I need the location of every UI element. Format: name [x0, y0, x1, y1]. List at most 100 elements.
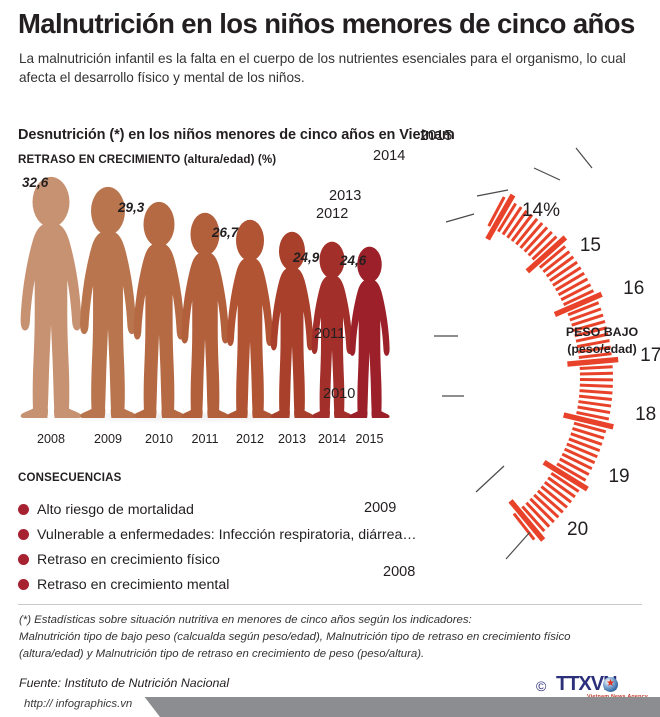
gauge-leader-line-2008: [505, 531, 531, 560]
gauge-minor-tick: [577, 405, 611, 415]
gauge-minor-tick: [569, 307, 602, 322]
year-label-2015: 2015: [355, 432, 384, 446]
ttxvn-logo-text: TTXVN: [556, 673, 618, 695]
copyright-icon: ©: [536, 678, 547, 694]
gauge-caption: PESO BAJO (peso/edad): [546, 324, 658, 357]
figure-value-2010: 29,3: [118, 200, 145, 215]
bullet-icon: [18, 579, 29, 590]
consequence-item: Retraso en crecimiento físico: [18, 547, 448, 572]
consequence-text: Retraso en crecimiento físico: [37, 551, 220, 568]
gauge-minor-tick: [542, 250, 571, 274]
gauge-minor-tick: [557, 277, 589, 297]
child-figure-2011: [176, 212, 234, 418]
gauge-minor-tick: [567, 301, 600, 317]
gauge-minor-tick: [571, 313, 604, 327]
consequences-heading: CONSECUENCIAS: [18, 472, 122, 484]
gauge-minor-tick: [563, 447, 596, 465]
gauge-minor-tick: [560, 283, 592, 302]
bottom-bar: [0, 697, 660, 717]
footnote-divider: [18, 604, 642, 605]
gauge-minor-tick: [510, 213, 534, 242]
gauge-minor-tick: [562, 289, 595, 307]
stunting-year-axis: 2008 2009 2010 2011 2012 2013 2014 2015: [0, 432, 384, 452]
gauge-minor-tick: [579, 371, 613, 376]
gauge-minor-tick: [533, 493, 560, 519]
stunting-figure-chart: 32,6 29,3 26,7 24,9 24,6: [0, 175, 390, 440]
gauge-year-label-2014: 2014: [373, 148, 406, 164]
section-heading: Desnutrición (*) en los niños menores de…: [18, 127, 455, 143]
gauge-minor-tick: [487, 196, 506, 227]
gauge-tick-marks: [485, 193, 619, 542]
underweight-gauge-chart: 20 19 18 17 16 15 14% 2008 2009 2010 2011 2012 2013…: [314, 128, 660, 588]
figure-value-2012: 26,7: [212, 225, 239, 240]
gauge-tick-label-20: 20: [567, 518, 589, 540]
gauge-minor-tick: [512, 512, 536, 541]
consequence-text: Alto riesgo de mortalidad: [37, 501, 194, 518]
gauge-minor-tick: [506, 209, 528, 239]
gauge-minor-tick: [497, 202, 517, 233]
gauge-minor-tick: [515, 217, 539, 246]
year-label-2008: 2008: [36, 432, 66, 446]
figure-value-2014: 24,9: [293, 250, 320, 265]
star-icon: ★: [606, 678, 615, 689]
gauge-leader-line-2014: [533, 167, 561, 181]
gauge-major-tick: [563, 412, 614, 430]
year-label-2011: 2011: [191, 432, 219, 446]
child-figure-2013: [266, 231, 318, 418]
gauge-minor-tick: [555, 271, 585, 292]
gauge-minor-tick: [579, 389, 613, 395]
gauge-caption-line1: PESO BAJO: [565, 325, 639, 339]
gauge-minor-tick: [566, 442, 598, 459]
year-label-2009: 2009: [93, 432, 123, 446]
gauge-minor-tick: [559, 457, 590, 476]
site-url[interactable]: http:// infographics.vn: [24, 698, 133, 710]
consequence-text: Vulnerable a enfermedades: Infección res…: [37, 526, 417, 543]
gauge-minor-tick: [547, 476, 576, 499]
gauge-minor-tick: [579, 383, 613, 388]
consequences-list: Alto riesgo de mortalidad Vulnerable a en…: [18, 497, 448, 597]
footnote-line-2: Malnutrición tipo de bajo peso (calcuald…: [19, 630, 571, 643]
stunting-chart-label: RETRASO EN CRECIMIENTO (altura/edad) (%): [18, 153, 277, 166]
gauge-minor-tick: [570, 432, 603, 446]
gauge-minor-tick: [556, 462, 587, 482]
gauge-minor-tick: [550, 471, 580, 493]
gauge-minor-tick: [576, 410, 610, 421]
year-label-2013: 2013: [277, 432, 307, 446]
gauge-major-tick: [485, 193, 516, 241]
gauge-major-tick: [553, 291, 603, 317]
gauge-year-label-2008: 2008: [383, 564, 416, 580]
gauge-minor-tick: [536, 489, 564, 514]
child-figure-2014: [307, 241, 357, 418]
gauge-leader-line-2015: [575, 147, 593, 169]
consequence-item: Retraso en crecimiento mental: [18, 572, 448, 597]
gauge-minor-tick: [571, 427, 605, 440]
gauge-minor-tick: [577, 345, 611, 354]
gauge-year-label-2013: 2013: [329, 188, 362, 204]
gauge-minor-tick: [574, 326, 608, 338]
gauge-year-label-2010: 2010: [323, 386, 356, 402]
gauge-tick-label-16: 16: [623, 277, 645, 299]
gauge-minor-tick: [538, 245, 567, 269]
figure-value-2015: 24,6: [340, 253, 367, 268]
gauge-tick-label-14: 14%: [521, 199, 560, 221]
gauge-minor-tick: [578, 352, 612, 360]
page-subtitle: La malnutrición infantil es la falta en …: [19, 51, 626, 86]
gauge-year-label-2009: 2009: [364, 500, 397, 516]
footnote: (*) Estadísticas sobre situación nutriti…: [19, 612, 641, 663]
consequence-item: Vulnerable a enfermedades: Infección res…: [18, 522, 448, 547]
source-credit: Fuente: Instituto de Nutrición Nacional: [19, 676, 230, 690]
gauge-minor-tick: [531, 235, 558, 261]
year-label-2012: 2012: [235, 432, 265, 446]
child-figure-2010: [128, 201, 190, 418]
gauge-caption-line2: (peso/edad): [567, 341, 637, 356]
child-figure-2015: [345, 246, 394, 418]
bullet-icon: [18, 504, 29, 515]
gauge-minor-tick: [521, 505, 546, 533]
gauge-minor-tick: [579, 365, 613, 371]
gauge-minor-tick: [540, 485, 568, 509]
figure-value-2008: 32,6: [22, 175, 49, 190]
gauge-major-tick: [508, 499, 546, 542]
gauge-year-label-2015: 2015: [420, 128, 453, 144]
gauge-leader-lines: [434, 147, 593, 560]
gauge-minor-tick: [501, 206, 523, 236]
